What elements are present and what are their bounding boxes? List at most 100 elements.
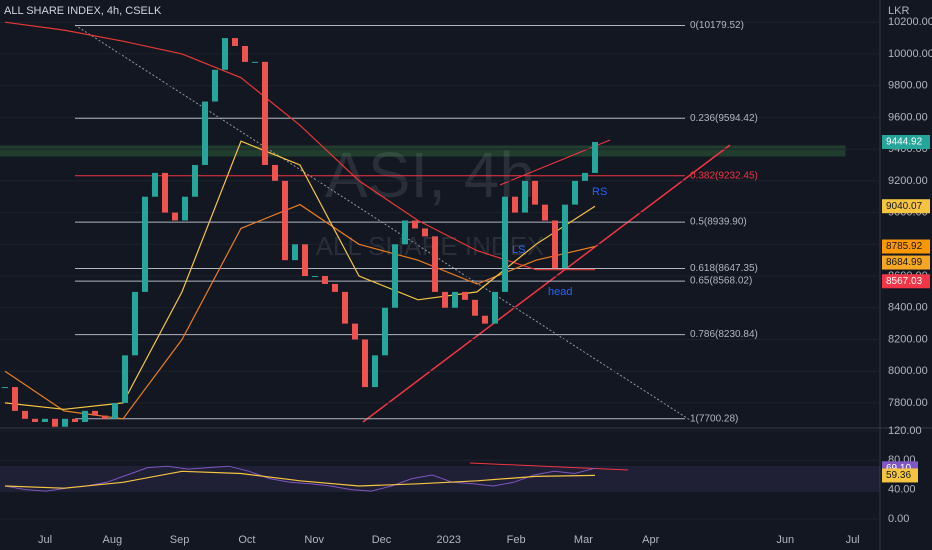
candle xyxy=(582,172,588,181)
candle xyxy=(292,244,298,261)
x-tick-label: Dec xyxy=(372,534,392,546)
zone xyxy=(0,145,846,157)
candle xyxy=(22,410,28,419)
candle xyxy=(312,276,318,278)
candle xyxy=(482,315,488,324)
candle xyxy=(52,418,58,427)
candle xyxy=(502,196,508,292)
candle xyxy=(492,291,498,324)
x-tick-label: Feb xyxy=(507,534,526,546)
candle xyxy=(592,141,598,173)
fib-label: 0.382(9232.45) xyxy=(690,170,758,181)
plot: 0(10179.52) 0.236(9594.42) 0.382(9232.45) 0… xyxy=(0,20,880,520)
candle xyxy=(332,283,338,292)
trendline xyxy=(362,144,731,423)
fib-label: 0.5(8939.90) xyxy=(690,217,747,228)
candle xyxy=(222,38,228,70)
candle xyxy=(152,172,158,197)
candle xyxy=(392,244,398,308)
candle xyxy=(512,196,518,213)
candle xyxy=(192,164,198,197)
price-label: 8684.99 xyxy=(886,257,923,268)
fib-label: 0.786(8230.84) xyxy=(690,329,758,340)
candle xyxy=(542,204,548,221)
y-tick-label: 9800.00 xyxy=(888,80,928,92)
fib-label: 0.65(8568.02) xyxy=(690,276,752,287)
channel-line xyxy=(499,139,611,186)
candle xyxy=(132,291,138,356)
chart-title: ALL SHARE INDEX, 4h, CSELK xyxy=(4,5,162,17)
candle xyxy=(452,291,458,308)
y-tick-label: 7800.00 xyxy=(888,397,928,409)
rsi-tick-label: 0.00 xyxy=(888,513,909,525)
x-tick-label: Mar xyxy=(574,534,593,546)
candle xyxy=(262,61,268,165)
candle xyxy=(182,196,188,221)
rsi-label: 69.10 xyxy=(886,463,911,474)
price-label-box xyxy=(882,274,930,289)
rsi-divergence xyxy=(469,462,629,471)
price-label: 9040.07 xyxy=(886,201,923,212)
rsi-band xyxy=(0,466,880,492)
rsi-label-box xyxy=(882,468,918,483)
rsi-tick-label: 120.00 xyxy=(888,425,922,437)
candle xyxy=(422,228,428,237)
annotation: head xyxy=(548,286,572,298)
candle xyxy=(432,236,438,292)
candle xyxy=(252,61,258,63)
candle xyxy=(532,180,538,205)
price-label-box xyxy=(882,134,930,149)
candle xyxy=(572,180,578,205)
candle xyxy=(82,410,88,422)
rsi-line xyxy=(4,465,596,492)
fib-label: 0(10179.52) xyxy=(690,20,744,31)
price-label: 8785.92 xyxy=(886,241,923,252)
price-label: 9444.92 xyxy=(886,137,923,148)
candle xyxy=(302,244,308,277)
moving-average xyxy=(4,140,596,410)
candle xyxy=(242,46,248,62)
candle xyxy=(212,69,218,102)
candle xyxy=(342,291,348,324)
candle xyxy=(472,299,478,316)
candle xyxy=(202,101,208,165)
rsi-ma xyxy=(4,470,596,489)
x-tick-label: Oct xyxy=(238,534,255,546)
candle xyxy=(522,180,528,213)
candle xyxy=(362,339,368,388)
price-label-box xyxy=(882,199,930,214)
price-label: 8567.03 xyxy=(886,276,923,287)
watermark-name: ALL SHARE INDEX xyxy=(316,231,545,261)
x-tick-label: 2023 xyxy=(437,534,461,546)
x-tick-label: Aug xyxy=(103,534,123,546)
candle xyxy=(552,220,558,269)
candle xyxy=(32,418,38,422)
candle xyxy=(12,387,18,411)
candle xyxy=(92,410,98,416)
candle xyxy=(2,387,8,389)
y-tick-label: 9200.00 xyxy=(888,175,928,187)
x-tick-label: Sep xyxy=(170,534,190,546)
candle xyxy=(42,418,48,422)
candle xyxy=(372,355,378,388)
annotation: LS xyxy=(512,244,525,256)
y-tick-label: 10000.00 xyxy=(888,48,932,60)
y-tick-label: 8400.00 xyxy=(888,302,928,314)
candle xyxy=(112,402,118,419)
candle xyxy=(352,323,358,340)
price-label-box xyxy=(882,255,930,270)
fib-label: 0.618(8647.35) xyxy=(690,263,758,274)
y-tick-label: 10200.00 xyxy=(888,16,932,28)
fib-label: 1(7700.28) xyxy=(690,413,738,424)
rsi-tick-label: 40.00 xyxy=(888,484,916,496)
y-tick-label: 8200.00 xyxy=(888,333,928,345)
price-label-box xyxy=(882,239,930,254)
y-tick-label: 9600.00 xyxy=(888,111,928,123)
currency: LKR xyxy=(888,5,909,17)
candle xyxy=(162,172,168,213)
candle xyxy=(282,180,288,261)
candle xyxy=(412,220,418,229)
